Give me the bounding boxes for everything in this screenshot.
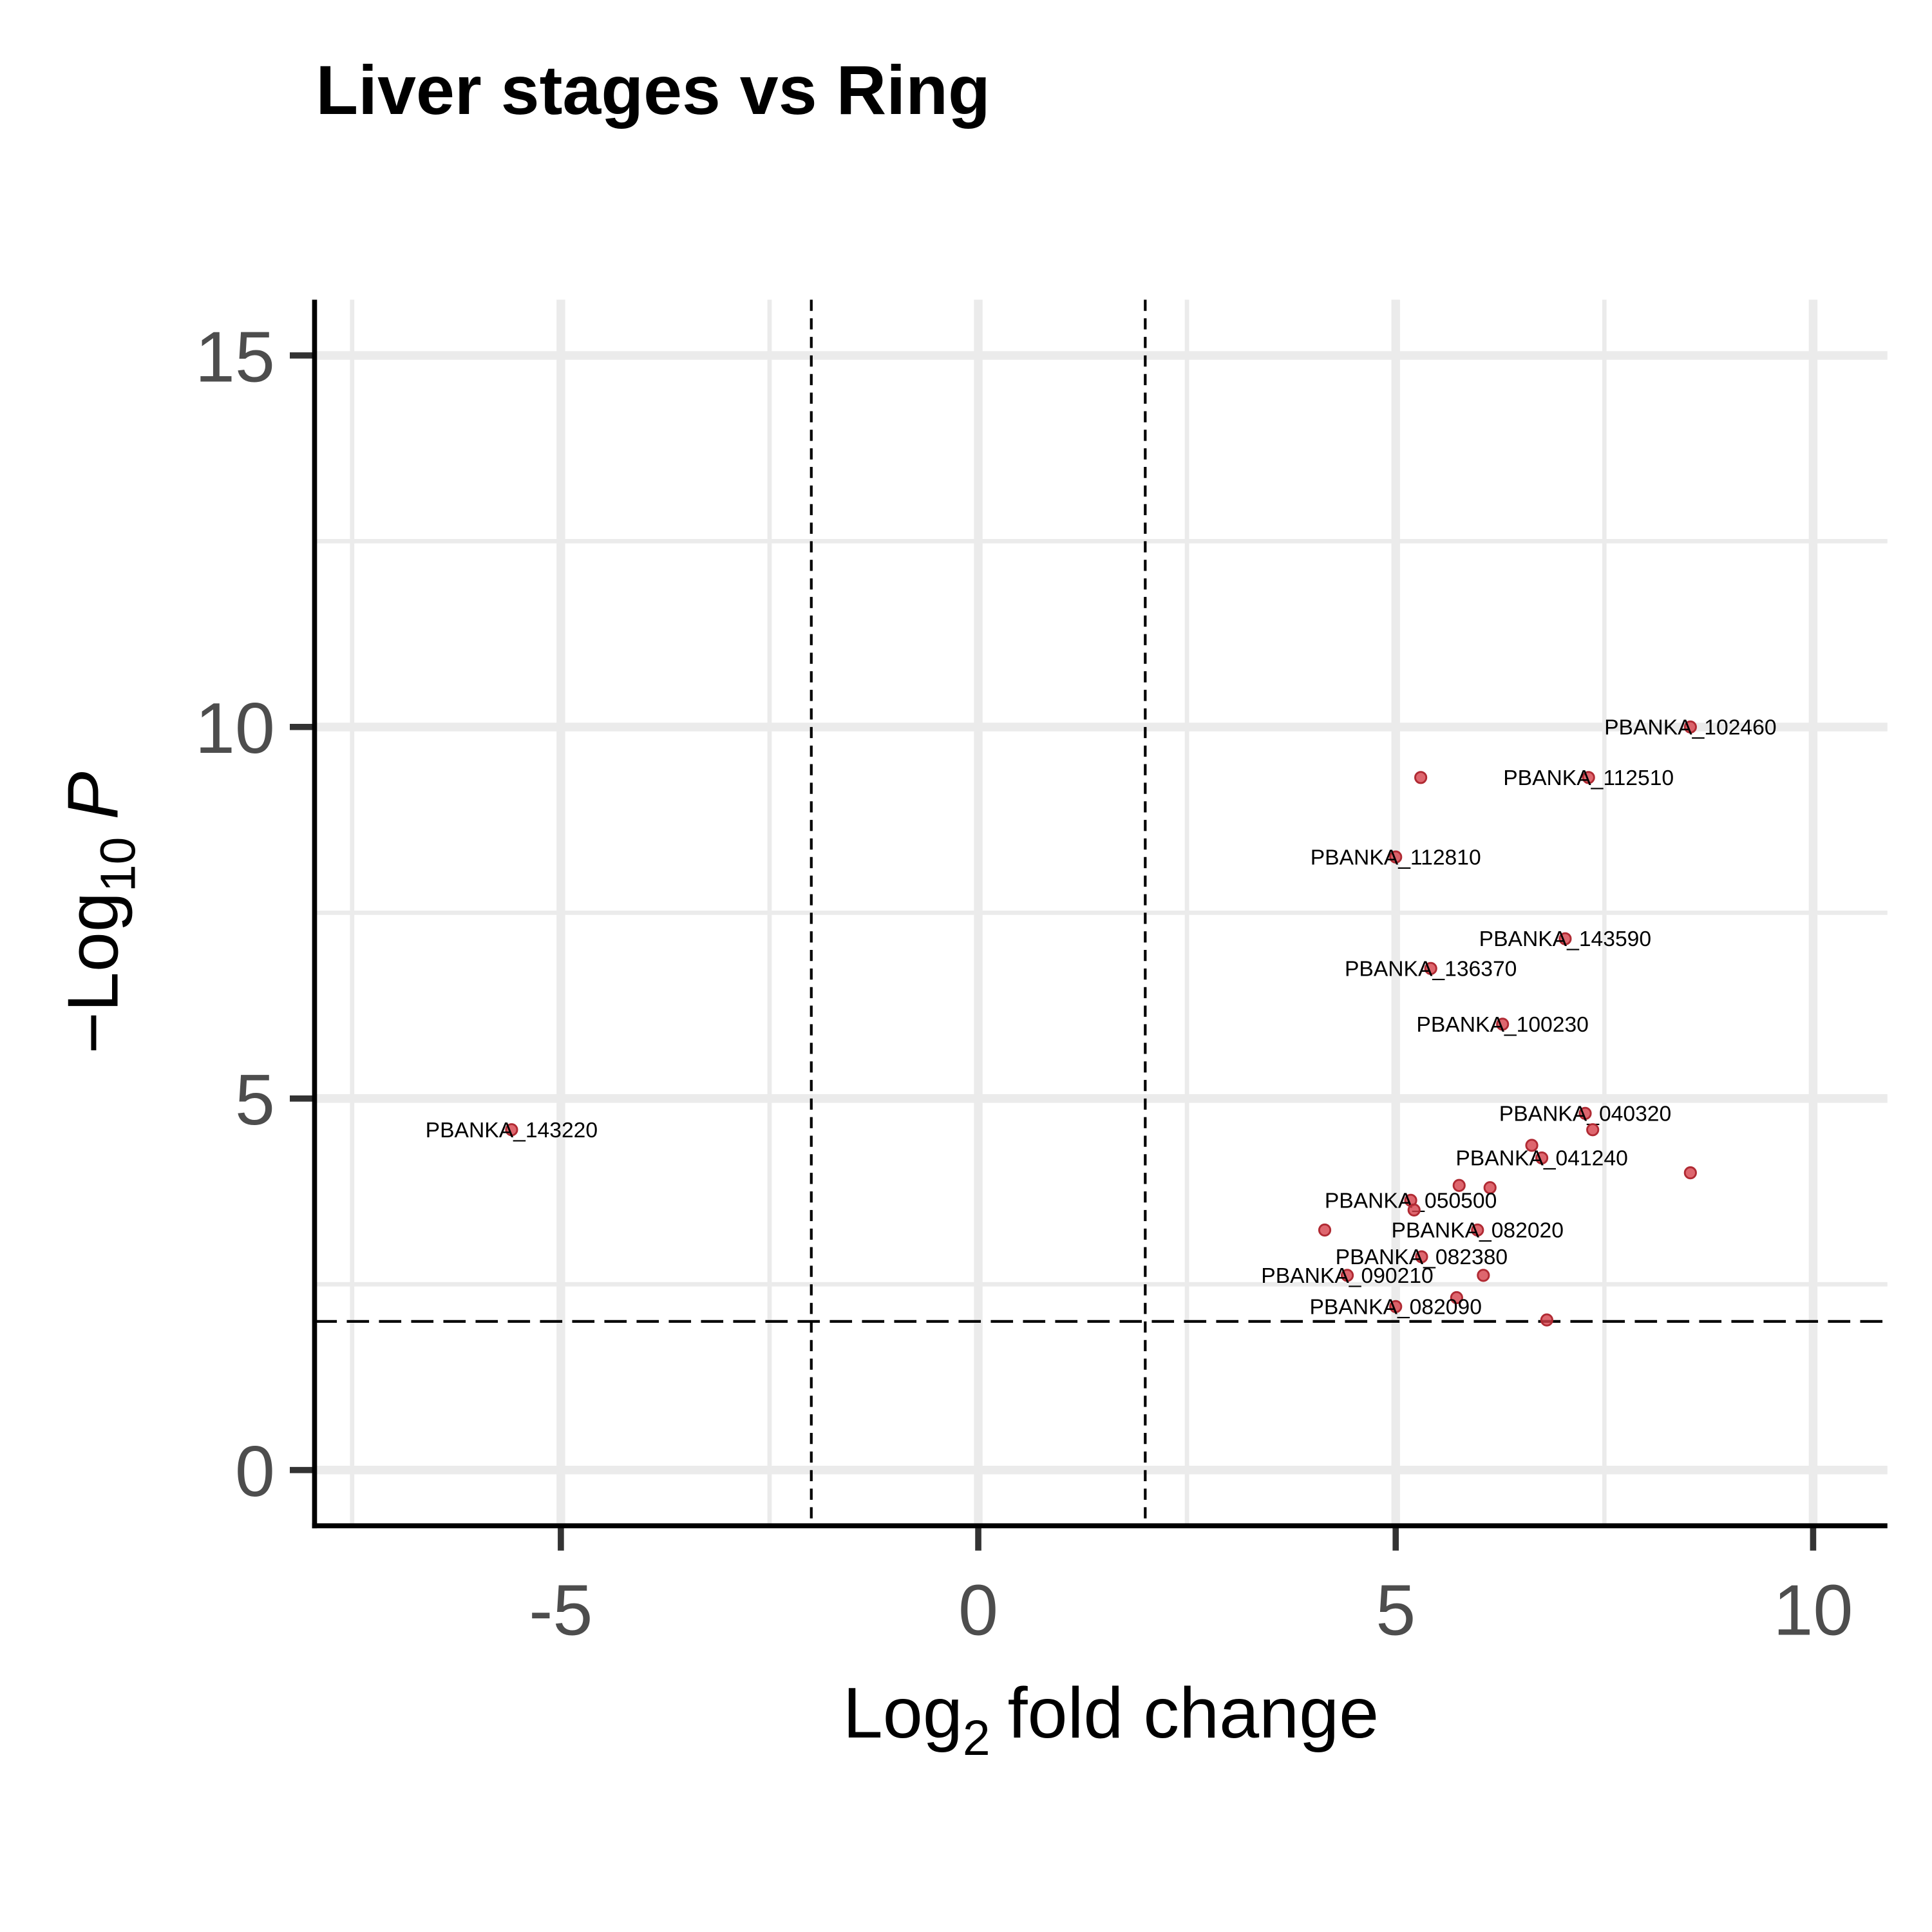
point-label: PBANKA_082020 — [1392, 1219, 1564, 1243]
point-label: PBANKA_136370 — [1345, 957, 1517, 981]
point — [1340, 1269, 1354, 1282]
y-tick-label: 15 — [195, 316, 275, 397]
point — [1683, 1166, 1697, 1180]
point-label: PBANKA_082380 — [1336, 1245, 1508, 1269]
point-label: PBANKA_112810 — [1311, 846, 1481, 869]
point-label: PBANKA_040320 — [1499, 1102, 1671, 1126]
x-axis-title-rest: fold change — [1008, 1672, 1379, 1753]
y-axis-title-rest: P — [53, 772, 133, 819]
point — [1582, 771, 1595, 784]
x-axis-title-base: Log — [843, 1672, 963, 1753]
point — [505, 1123, 518, 1137]
x-tick-label: 10 — [1773, 1569, 1853, 1650]
point — [1415, 1250, 1428, 1264]
point — [1525, 1139, 1539, 1152]
point-label: PBANKA_102460 — [1604, 715, 1776, 739]
x-axis-title-sub: 2 — [963, 1710, 990, 1766]
y-axis-title-prefix: −Log — [53, 892, 133, 1054]
point — [1389, 850, 1403, 864]
x-tick-label: 5 — [1376, 1569, 1416, 1650]
point — [1578, 1106, 1592, 1120]
point — [1450, 1291, 1463, 1305]
point — [1318, 1223, 1332, 1237]
point-label: PBANKA_112510 — [1503, 766, 1674, 790]
chart-title: Liver stages vs Ring — [316, 52, 990, 129]
point-label: PBANKA_143590 — [1479, 927, 1651, 951]
point — [1414, 771, 1428, 784]
point-label: PBANKA_090210 — [1261, 1264, 1433, 1288]
x-tick-label: 0 — [958, 1569, 998, 1650]
point — [1586, 1123, 1600, 1137]
y-axis-title: −Log10 P — [53, 772, 146, 1054]
y-tick-label: 10 — [195, 688, 275, 768]
point — [1452, 1179, 1466, 1192]
point — [1389, 1300, 1403, 1313]
point — [1683, 720, 1697, 734]
point-label: PBANKA_082090 — [1309, 1295, 1481, 1319]
x-axis-title: Log2 fold change — [843, 1672, 1379, 1766]
y-tick-label: 0 — [235, 1431, 275, 1511]
point — [1471, 1223, 1484, 1237]
point — [1483, 1181, 1497, 1195]
point — [1477, 1269, 1490, 1282]
y-axis-title-sub: 10 — [91, 837, 146, 893]
point-label: PBANKA_100230 — [1416, 1013, 1588, 1037]
point-label: PBANKA_041240 — [1455, 1147, 1627, 1171]
point-label: PBANKA_143220 — [426, 1119, 598, 1142]
point — [1540, 1313, 1553, 1327]
point — [1558, 932, 1572, 945]
point — [1407, 1203, 1421, 1217]
point — [1424, 961, 1437, 975]
point — [1496, 1018, 1510, 1031]
point — [1535, 1151, 1549, 1165]
x-tick-label: -5 — [529, 1569, 592, 1650]
y-tick-label: 5 — [235, 1059, 275, 1140]
